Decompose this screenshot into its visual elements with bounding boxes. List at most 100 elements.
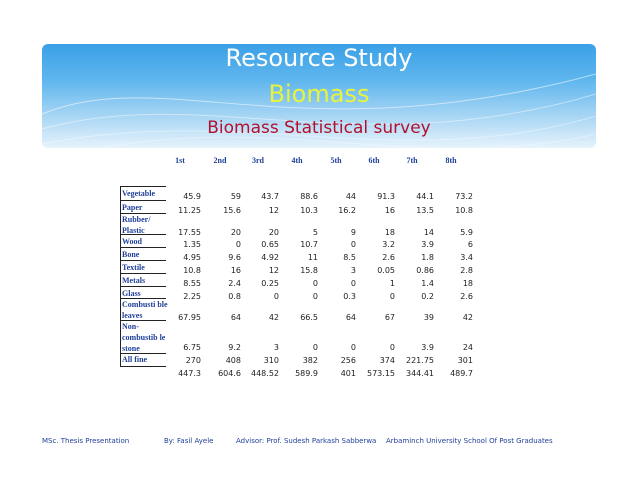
row-label-combustible-leaves: Combusti ble leaves (122, 300, 168, 320)
table-cell: 6 (467, 240, 473, 249)
table-cell: 0.25 (261, 279, 279, 288)
table-cell: 10.7 (300, 240, 318, 249)
table-cell: 3.4 (460, 253, 473, 262)
row-label-wood: Wood (122, 237, 143, 246)
column-header: 4th (291, 156, 303, 165)
column-header: 3rd (252, 156, 264, 165)
slide-footer: MSc. Thesis Presentation By: Fasil Ayele… (0, 437, 638, 449)
row-label-bone: Bone (122, 250, 140, 259)
table-cell: 20 (268, 228, 279, 237)
table-cell: 3.9 (421, 240, 434, 249)
table-cell: 42 (268, 313, 279, 322)
table-cell: 44 (345, 192, 356, 201)
row-label-vegetable: Vegetable (122, 189, 156, 198)
table-cell: 0 (350, 279, 356, 288)
table-cell: 401 (340, 369, 356, 378)
row-divider (120, 320, 166, 321)
row-label-glass: Glass (122, 289, 141, 298)
table-cell: 2.25 (183, 292, 201, 301)
column-header: 1st (175, 156, 185, 165)
table-cell: 12 (268, 206, 279, 215)
table-cell: 9.6 (228, 253, 241, 262)
table-cell: 18 (462, 279, 473, 288)
table-cell: 88.6 (300, 192, 318, 201)
table-cell: 43.7 (261, 192, 279, 201)
table-cell: 5 (312, 228, 318, 237)
footer-advisor: Advisor: Prof. Sudesh Parkash Sabberwa (236, 437, 377, 445)
table-cell: 15.8 (300, 266, 318, 275)
table-cell: 11.25 (178, 206, 201, 215)
row-label-textile: Textile (122, 263, 145, 272)
table-cell: 66.5 (300, 313, 318, 322)
table-cell: 0.2 (421, 292, 434, 301)
table-cell: 16.2 (338, 206, 356, 215)
table-cell: 573.15 (367, 369, 395, 378)
table-cell: 0 (312, 279, 318, 288)
table-cell: 15.6 (223, 206, 241, 215)
table-cell: 10.3 (300, 206, 318, 215)
table-cell: 447.3 (178, 369, 201, 378)
table-cell: 0 (312, 292, 318, 301)
row-divider (120, 353, 166, 354)
table-cell: 64 (230, 313, 241, 322)
table-cell: 2.6 (382, 253, 395, 262)
table-cell: 604.6 (218, 369, 241, 378)
slide-heading: Biomass Statistical survey (207, 118, 431, 138)
table-cell: 0.8 (228, 292, 241, 301)
table-cell: 2.6 (460, 292, 473, 301)
row-divider (120, 286, 166, 287)
table-cell: 1 (389, 279, 395, 288)
table-cell: 8.55 (183, 279, 201, 288)
row-divider (120, 366, 166, 367)
table-cell: 2.4 (228, 279, 241, 288)
table-cell: 73.2 (455, 192, 473, 201)
table-cell: 17.55 (178, 228, 201, 237)
row-divider (120, 298, 166, 299)
table-cell: 44.1 (416, 192, 434, 201)
table-cell: 382 (302, 356, 318, 365)
table-cell: 14 (423, 228, 434, 237)
column-header: 6th (368, 156, 380, 165)
table-cell: 8.5 (343, 253, 356, 262)
column-header: 7th (406, 156, 418, 165)
column-header: 2nd (213, 156, 227, 165)
table-cell: 16 (384, 206, 395, 215)
table-cell: 11 (307, 253, 318, 262)
table-cell: 0 (273, 292, 279, 301)
table-cell: 67 (384, 313, 395, 322)
table-cell: 0 (312, 343, 318, 352)
table-cell: 221.75 (406, 356, 434, 365)
table-cell: 2.8 (460, 266, 473, 275)
banner-decoration (42, 73, 596, 148)
row-label-all-fine: All fine (122, 355, 148, 364)
table-cell: 270 (185, 356, 201, 365)
table-cell: 3 (273, 343, 279, 352)
table-cell: 64 (345, 313, 356, 322)
table-cell: 0 (389, 292, 395, 301)
table-left-border (120, 186, 121, 366)
table-cell: 67.95 (178, 313, 201, 322)
table-cell: 489.7 (450, 369, 473, 378)
footer-institution: Arbaminch University School Of Post Grad… (386, 437, 553, 445)
table-cell: 0 (350, 343, 356, 352)
table-cell: 42 (462, 313, 473, 322)
table-cell: 3.9 (421, 343, 434, 352)
column-header: 8th (445, 156, 457, 165)
row-divider (120, 273, 166, 274)
table-cell: 589.9 (295, 369, 318, 378)
table-cell: 10.8 (183, 266, 201, 275)
row-label-rubber-plastic: Rubber/ Plastic (122, 215, 151, 235)
table-cell: 6.75 (183, 343, 201, 352)
footer-program: MSc. Thesis Presentation (42, 437, 130, 445)
table-cell: 3.2 (382, 240, 395, 249)
row-divider (120, 247, 166, 248)
table-cell: 9.2 (228, 343, 241, 352)
table-cell: 0 (389, 343, 395, 352)
column-headers: 1st 2nd 3rd 4th 5th 6th 7th 8th (0, 156, 638, 170)
row-divider (120, 260, 166, 261)
table-cell: 1.35 (183, 240, 201, 249)
table-cell: 18 (384, 228, 395, 237)
table-cell: 16 (230, 266, 241, 275)
table-cell: 59 (230, 192, 241, 201)
